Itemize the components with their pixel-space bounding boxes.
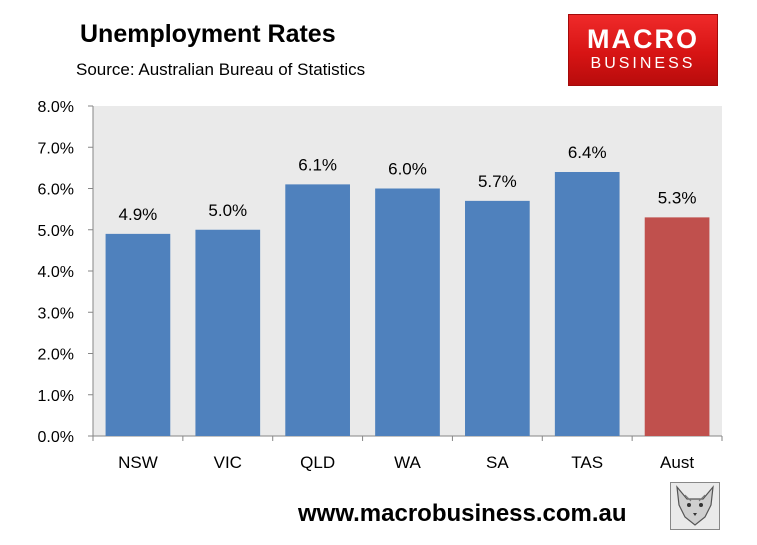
- x-axis: NSW VIC QLD WA SA TAS Aust: [92, 435, 723, 472]
- y-tick-label: 6.0%: [38, 182, 74, 199]
- data-label: 5.0%: [208, 201, 247, 220]
- data-label: 6.0%: [388, 160, 427, 179]
- x-tick-label: WA: [394, 453, 421, 472]
- bar-tas: [554, 172, 620, 436]
- y-tick-label: 7.0%: [38, 140, 74, 157]
- data-label: 5.7%: [478, 172, 517, 191]
- x-tick-label: QLD: [300, 453, 335, 472]
- logo-line-1: MACRO: [587, 24, 699, 54]
- bar-nsw: [105, 233, 171, 436]
- x-tick-label: NSW: [118, 453, 158, 472]
- bar-qld: [285, 184, 350, 436]
- x-tick-label: VIC: [214, 453, 242, 472]
- y-tick-label: 1.0%: [38, 388, 74, 405]
- y-tick-label: 3.0%: [38, 305, 74, 322]
- bar-aust: [644, 217, 710, 436]
- x-tick-label: SA: [486, 453, 509, 472]
- bar-wa: [375, 188, 440, 436]
- y-tick-label: 8.0%: [38, 99, 74, 116]
- data-label: 6.4%: [568, 143, 607, 162]
- bar-vic: [195, 229, 261, 436]
- logo-line-2: BUSINESS: [590, 55, 696, 72]
- y-tick-label: 4.0%: [38, 264, 74, 281]
- y-tick-label: 2.0%: [38, 347, 74, 364]
- y-tick-label: 5.0%: [38, 223, 74, 240]
- y-axis: 0.0% 1.0% 2.0% 3.0% 4.0% 5.0% 6.0% 7.0% 8.0%: [38, 99, 94, 446]
- data-label: 5.3%: [658, 188, 697, 207]
- data-label: 6.1%: [298, 155, 337, 174]
- data-label: 4.9%: [119, 205, 158, 224]
- x-tick-label: TAS: [571, 453, 603, 472]
- y-tick-label: 0.0%: [38, 429, 74, 446]
- macro-business-logo: MACRO BUSINESS: [568, 14, 718, 86]
- bars-group: 4.9% 5.0% 6.1% 6.0% 5.7% 6.4% 5.3%: [105, 143, 710, 436]
- x-tick-label: Aust: [660, 453, 694, 472]
- chart-title: Unemployment Rates: [80, 20, 336, 48]
- website-url: www.macrobusiness.com.au: [298, 500, 627, 527]
- chart-source: Source: Australian Bureau of Statistics: [76, 60, 366, 79]
- wolf-icon: [670, 482, 720, 530]
- bar-sa: [465, 200, 530, 436]
